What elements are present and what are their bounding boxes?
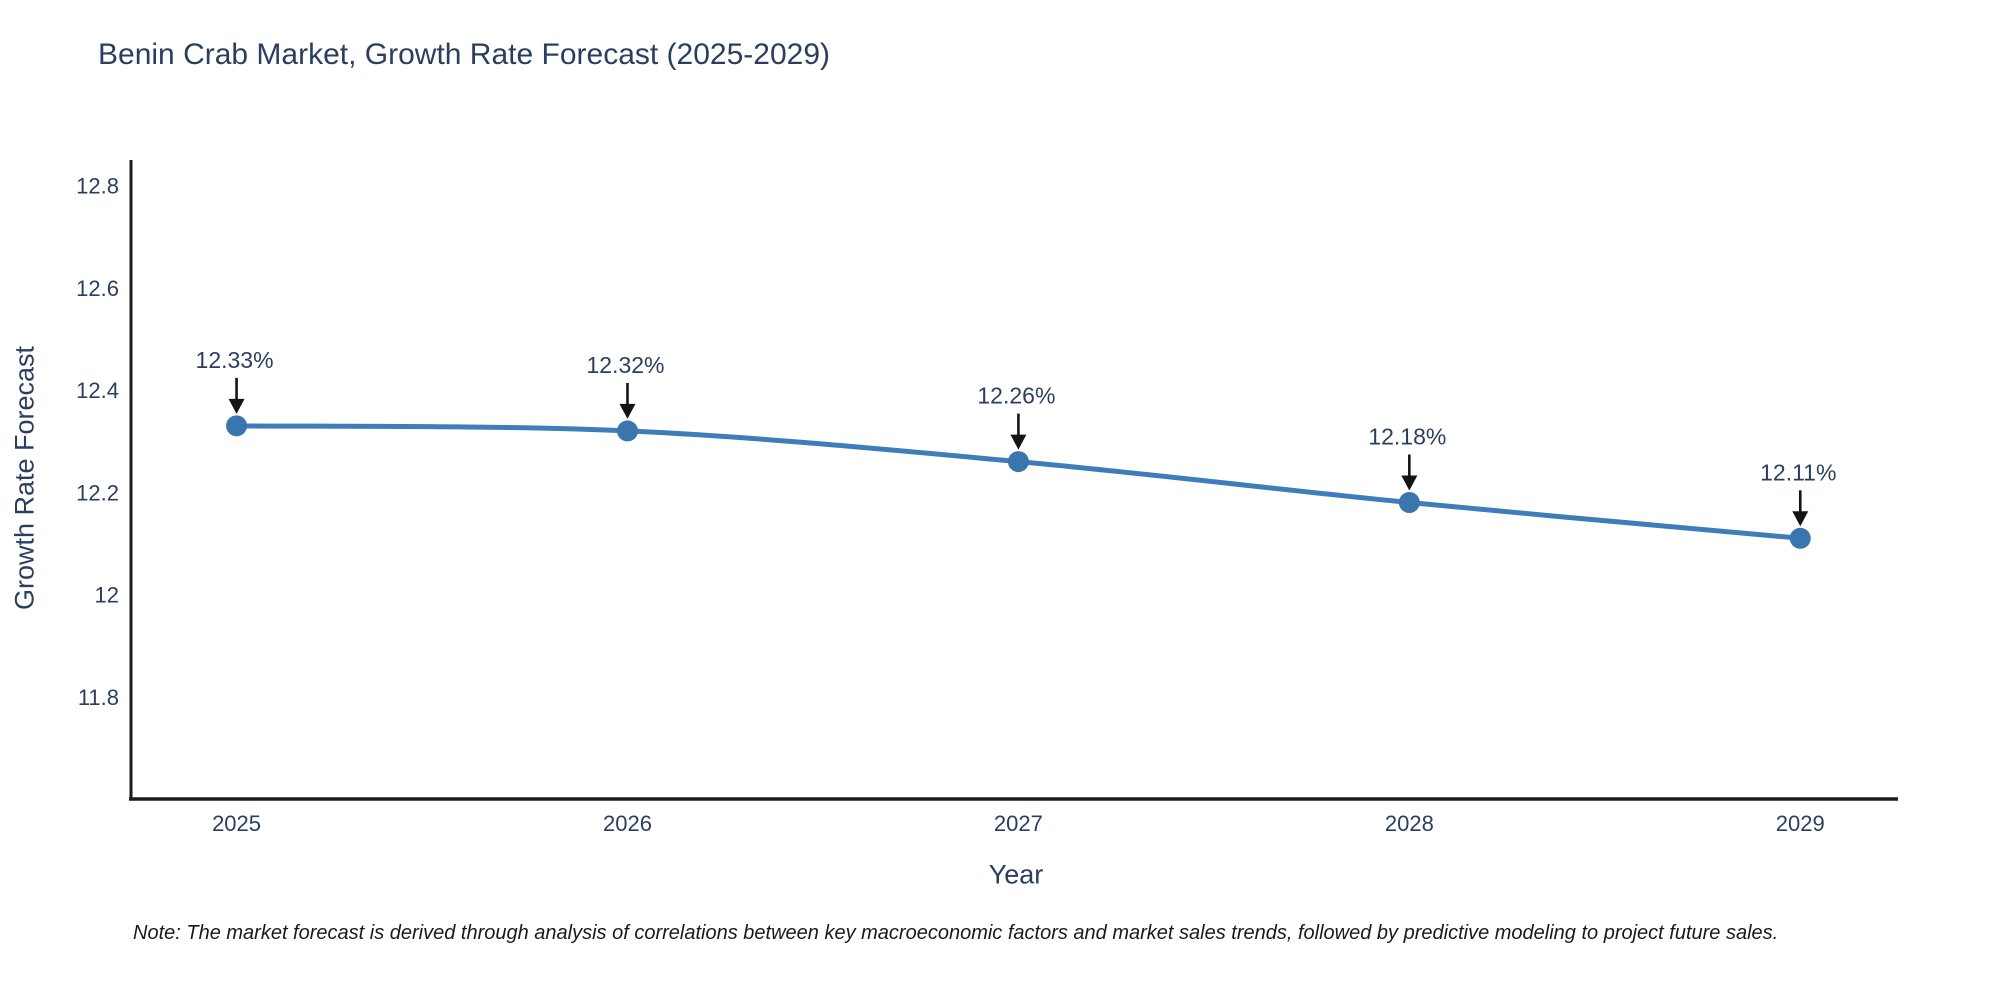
data-point-marker-2025[interactable] [226, 415, 248, 437]
data-point-marker-2028[interactable] [1398, 492, 1420, 514]
chart-title: Benin Crab Market, Growth Rate Forecast … [98, 38, 830, 71]
x-axis-tick-label: 2026 [603, 811, 652, 836]
x-axis-tick-label: 2025 [212, 811, 261, 836]
y-axis-tick-label: 12 [95, 583, 119, 608]
y-axis-tick-label: 11.8 [78, 685, 119, 710]
annotation-label: 12.33% [196, 347, 274, 373]
y-axis-tick-label: 12.4 [76, 378, 119, 403]
y-axis-tick-label: 12.6 [76, 276, 119, 301]
data-point-marker-2029[interactable] [1789, 527, 1811, 549]
y-axis-title: Growth Rate Forecast [9, 345, 40, 611]
chart-footnote: Note: The market forecast is derived thr… [133, 922, 1779, 944]
annotation-label: 12.32% [586, 352, 664, 378]
annotation-arrowhead [228, 398, 245, 414]
annotation-arrowhead [619, 403, 636, 419]
annotation-label: 12.11% [1760, 459, 1836, 485]
data-point-marker-2026[interactable] [616, 420, 638, 442]
x-axis-title: Year [988, 859, 1044, 890]
data-point-marker-2027[interactable] [1007, 451, 1029, 473]
x-axis-tick-label: 2029 [1776, 811, 1825, 836]
x-axis-tick-label: 2028 [1385, 811, 1434, 836]
y-axis-tick-label: 12.2 [76, 480, 119, 505]
annotation-label: 12.18% [1368, 424, 1446, 450]
annotation-arrowhead [1792, 511, 1809, 527]
annotation-arrowhead [1401, 475, 1418, 491]
annotation-label: 12.26% [977, 383, 1055, 409]
annotation-arrowhead [1010, 434, 1027, 450]
y-axis-tick-label: 12.8 [76, 174, 119, 199]
x-axis-tick-label: 2027 [994, 811, 1043, 836]
